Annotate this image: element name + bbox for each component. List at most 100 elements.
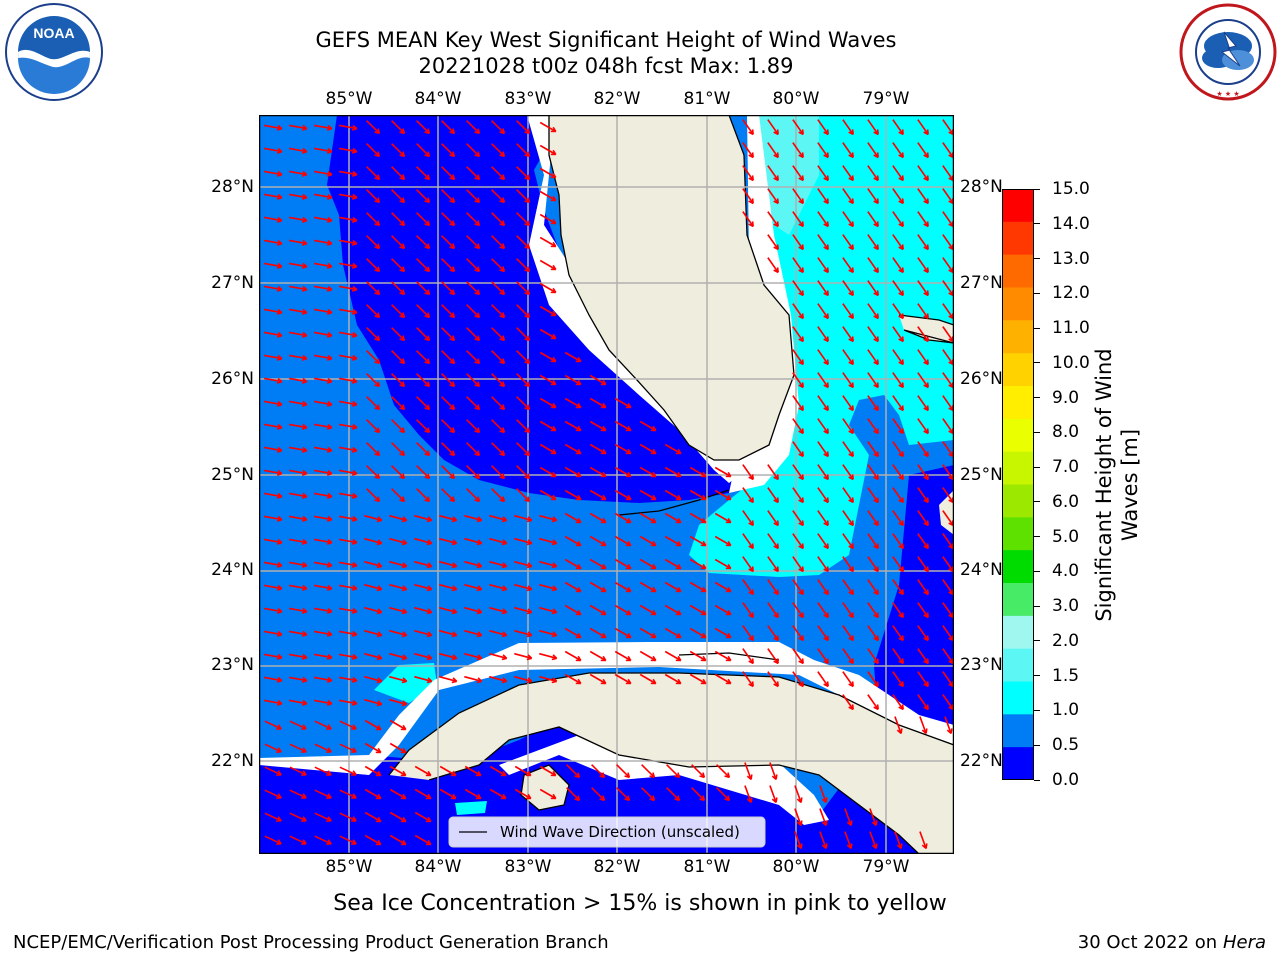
wave-arrow-23: [313, 147, 333, 153]
wave-arrow-248: [391, 396, 405, 410]
wave-arrow-58: [842, 165, 854, 181]
wave-arrow-188: [391, 327, 405, 341]
wave-arrowhead-34: [773, 152, 779, 159]
wave-arrowhead-516: [476, 631, 483, 638]
wave-band-0-0.5-west: [327, 115, 739, 503]
wave-arrowhead-107: [326, 239, 333, 246]
wave-arrow-20: [942, 119, 954, 135]
wave-arrowhead-22: [301, 147, 308, 154]
wave-arrow-463: [539, 583, 557, 591]
wave-arrow-230: [466, 373, 480, 387]
wave-arrowhead-354: [625, 494, 632, 501]
wave-arrowhead-497: [700, 609, 707, 616]
wave-arrow-189: [416, 327, 430, 341]
wave-arrow-514: [414, 629, 432, 637]
wave-arrowhead-506: [923, 612, 929, 619]
wave-arrowhead-521: [600, 632, 607, 639]
wave-arrowhead-186: [351, 331, 358, 338]
wave-arrowhead-520: [575, 632, 582, 639]
wave-arrow-485: [389, 606, 407, 614]
wave-arrowhead-386: [725, 517, 732, 524]
wave-arrow-671: [844, 808, 852, 826]
wave-arrow-15: [817, 119, 829, 135]
wave-arrow-100: [842, 211, 854, 227]
wave-arrow-343: [338, 492, 358, 498]
wave-arrowhead-215: [798, 359, 804, 366]
wave-arrowhead-420: [873, 543, 879, 550]
wave-arrowhead-128: [351, 262, 358, 269]
wave-arrow-426: [313, 561, 333, 567]
wave-arrowhead-391: [848, 520, 854, 527]
wave-arrow-362: [817, 487, 829, 503]
wave-arrowhead-178: [848, 313, 854, 320]
wave-arrow-316: [366, 465, 380, 479]
wave-arrowhead-496: [675, 609, 682, 616]
wave-arrowhead-292: [374, 450, 381, 457]
lat-label-left-4: 24°N: [211, 560, 254, 580]
wave-arrow-301: [589, 443, 607, 455]
lon-label-top-0: 85°W: [325, 89, 373, 109]
wave-arrow-119: [817, 234, 829, 250]
wave-arrowhead-569: [401, 677, 408, 684]
wave-arrowhead-616: [375, 747, 382, 754]
colorbar-tick-7: 8.0: [1052, 422, 1080, 443]
wave-arrow-353: [589, 489, 607, 501]
wave-arrowhead-13: [773, 129, 779, 136]
wave-arrow-323: [539, 466, 557, 478]
wave-arrow-647: [464, 788, 482, 800]
wave-arrow-319: [441, 465, 455, 479]
colorbar-segment-0: [1002, 189, 1034, 223]
wave-arrowhead-450: [923, 566, 929, 573]
wave-arrow-567: [338, 676, 358, 682]
wave-arrowhead-97: [773, 221, 779, 228]
wave-arrow-347: [441, 488, 455, 502]
wave-arrowhead-442: [725, 563, 732, 570]
wave-arrowhead-48: [424, 174, 431, 181]
wave-arrow-406: [514, 537, 532, 545]
wave-arrowhead-197: [848, 336, 854, 343]
wave-arrowhead-494: [625, 609, 632, 616]
wave-arrowhead-500: [773, 612, 779, 619]
wave-arrowhead-315: [351, 469, 358, 476]
wave-arrowhead-82: [923, 198, 929, 205]
wave-arrowhead-545: [501, 654, 508, 661]
colorbar-segment-9: [1002, 484, 1034, 518]
wave-arrow-552: [664, 650, 682, 662]
wave-arrow-380: [564, 512, 582, 524]
wave-arrow-562: [917, 648, 929, 664]
wave-arrow-449: [892, 556, 904, 572]
wave-arrow-280: [639, 420, 657, 432]
wave-arrow-443: [742, 556, 754, 572]
wave-arrow-80: [867, 188, 879, 204]
wave-arrowhead-600: [898, 704, 904, 711]
wave-arrowhead-624: [425, 770, 432, 777]
wave-arrow-492: [564, 604, 582, 616]
wave-arrow-547: [539, 652, 557, 660]
wave-arrow-484: [364, 606, 382, 614]
land-bahamas-north: [899, 315, 954, 343]
wave-arrowhead-79: [848, 198, 854, 205]
wave-arrowhead-471: [748, 589, 754, 596]
wave-arrowhead-289: [301, 446, 308, 453]
wave-arrowhead-30: [499, 151, 506, 158]
wave-arrowhead-530: [823, 635, 829, 642]
wave-arrow-338: [917, 464, 929, 480]
wave-band-1.0-1.5-small: [455, 801, 487, 815]
wave-arrowhead-156: [550, 287, 557, 294]
wave-arrowhead-198: [873, 336, 879, 343]
wave-arrowhead-187: [374, 335, 381, 342]
wave-arrow-579: [639, 673, 657, 685]
wave-arrow-278: [589, 420, 607, 432]
colorbar-segment-6: [1002, 386, 1034, 420]
wave-arrow-11: [539, 121, 557, 133]
wave-arrow-191: [466, 327, 480, 341]
wave-arrowhead-36: [823, 152, 829, 159]
wave-arrow-575: [539, 675, 557, 683]
wave-arrow-564: [263, 676, 283, 682]
wave-arrow-429: [389, 560, 407, 568]
wave-arrow-646: [439, 788, 457, 800]
wave-arrowhead-341: [301, 492, 308, 499]
wave-arrow-21: [263, 147, 283, 153]
wave-arrow-257: [614, 397, 632, 409]
wave-arrow-508: [263, 630, 283, 636]
